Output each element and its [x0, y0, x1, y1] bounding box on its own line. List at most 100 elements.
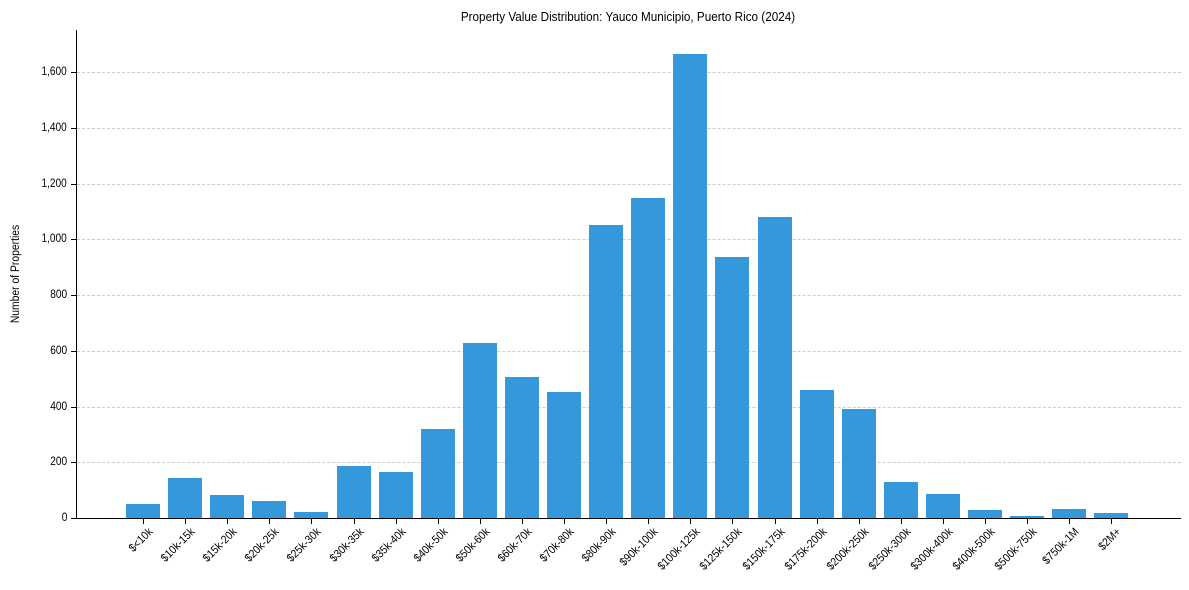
x-tick	[648, 519, 650, 524]
x-tick-label: $100k-125k	[656, 526, 703, 573]
bar	[210, 494, 245, 518]
x-tick	[227, 519, 229, 524]
x-tick	[185, 519, 187, 524]
x-tick-label: $60k-70k	[495, 526, 535, 565]
y-tick	[71, 239, 76, 241]
bar	[589, 225, 624, 518]
y-tick-label: 1,200	[41, 177, 67, 190]
x-tick-label: $2M+	[1096, 526, 1124, 554]
chart-title: Property Value Distribution: Yauco Munic…	[460, 9, 796, 24]
bar	[504, 376, 539, 518]
x-tick-label: $10k-15k	[158, 526, 198, 565]
x-tick-label: $15k-20k	[201, 526, 240, 565]
y-tick-label: 400	[50, 400, 67, 413]
x-tick	[690, 519, 692, 524]
bar	[168, 478, 203, 518]
y-tick-label: 1,600	[41, 66, 67, 79]
x-tick-label: $<10k	[126, 526, 156, 555]
x-tick-label: $80k-90k	[579, 526, 619, 565]
x-tick-label: $250k-300k	[866, 526, 914, 573]
x-tick-label: $125k-150k	[698, 526, 745, 573]
x-tick	[606, 519, 608, 524]
x-axis-line	[76, 518, 1181, 519]
y-tick-label: 1,000	[41, 233, 67, 246]
x-tick	[858, 519, 860, 524]
x-tick	[900, 519, 902, 524]
y-tick	[71, 406, 76, 408]
bar	[252, 501, 287, 518]
gridline	[77, 295, 1181, 297]
y-tick	[71, 350, 76, 352]
bar	[925, 494, 960, 518]
x-tick	[732, 519, 734, 524]
x-tick-label: $30k-35k	[327, 526, 366, 565]
x-tick-label: $35k-40k	[369, 526, 409, 565]
gridline	[77, 462, 1181, 464]
bar	[757, 217, 792, 518]
y-tick	[71, 462, 76, 464]
x-tick-label: $400k-500k	[950, 526, 998, 573]
y-tick-label: 0	[61, 512, 67, 524]
y-tick	[71, 72, 76, 74]
x-tick-label: $40k-50k	[411, 526, 451, 565]
x-tick-label: $90k-100k	[618, 526, 661, 569]
y-tick	[71, 127, 76, 129]
x-tick	[479, 519, 481, 524]
x-tick	[437, 519, 439, 524]
bar	[336, 465, 371, 518]
x-tick	[521, 519, 523, 524]
gridline	[77, 127, 1181, 129]
x-tick-label: $150k-175k	[740, 526, 787, 573]
y-tick	[71, 518, 76, 519]
y-tick-label: 1,400	[41, 121, 67, 134]
x-tick	[269, 519, 271, 524]
gridline	[77, 183, 1181, 185]
x-tick-label: $20k-25k	[243, 526, 282, 565]
bar	[462, 342, 497, 518]
y-tick	[71, 295, 76, 297]
bar	[1010, 516, 1045, 518]
x-tick-label: $70k-80k	[537, 526, 577, 565]
gridline	[77, 350, 1181, 352]
x-tick	[1027, 519, 1029, 524]
x-tick-label: $25k-30k	[285, 526, 324, 565]
x-tick	[311, 519, 313, 524]
x-tick-label: $200k-250k	[824, 526, 872, 573]
x-tick-label: $175k-200k	[782, 526, 830, 573]
bar	[1052, 508, 1087, 518]
x-tick	[774, 519, 776, 524]
x-tick-label: $300k-400k	[908, 526, 956, 573]
bar	[294, 511, 329, 518]
bar	[420, 429, 455, 518]
y-tick-label: 200	[50, 456, 67, 469]
bar	[799, 390, 834, 518]
x-tick-label: $500k-750k	[992, 526, 1040, 573]
y-tick	[71, 183, 76, 185]
bar	[1094, 512, 1129, 518]
x-tick	[353, 519, 355, 524]
x-tick	[1069, 519, 1071, 524]
bar	[968, 509, 1002, 518]
y-axis-label: Number of Properties	[10, 224, 22, 324]
x-tick-label: $50k-60k	[453, 526, 493, 565]
bar	[841, 408, 876, 518]
y-tick-label: 800	[50, 289, 67, 302]
x-tick-label: $750k-1M	[1040, 526, 1082, 568]
gridline	[77, 72, 1181, 74]
bar	[547, 392, 581, 518]
x-tick	[1111, 519, 1113, 524]
gridline	[77, 406, 1181, 408]
x-tick	[816, 519, 818, 524]
bar	[378, 472, 413, 518]
x-tick	[143, 519, 144, 524]
gridline	[77, 239, 1181, 241]
bar	[126, 504, 160, 518]
bar	[631, 198, 666, 518]
bar	[883, 482, 918, 518]
bar	[673, 53, 708, 518]
x-tick	[395, 519, 397, 524]
x-tick	[564, 519, 565, 524]
x-tick	[942, 519, 944, 524]
y-tick-label: 600	[50, 344, 67, 357]
bar	[715, 257, 750, 518]
